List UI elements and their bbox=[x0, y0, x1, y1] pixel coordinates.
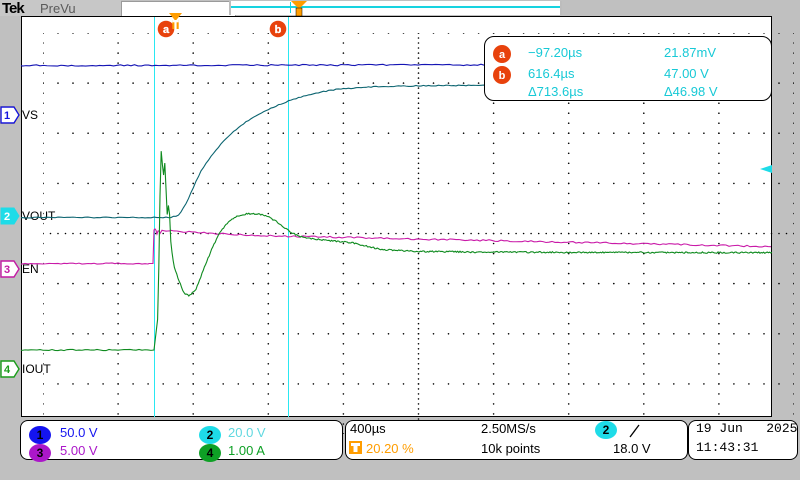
svg-text:1: 1 bbox=[37, 428, 44, 442]
svg-text:3: 3 bbox=[37, 446, 44, 460]
svg-text:2: 2 bbox=[4, 211, 10, 223]
svg-text:4: 4 bbox=[4, 364, 11, 376]
svg-text:2: 2 bbox=[207, 428, 214, 442]
svg-text:b: b bbox=[499, 70, 506, 82]
svg-text:b: b bbox=[275, 24, 282, 36]
svg-text:2: 2 bbox=[603, 423, 610, 437]
svg-text:3: 3 bbox=[4, 264, 10, 276]
svg-text:a: a bbox=[499, 49, 506, 61]
svg-text:4: 4 bbox=[207, 446, 214, 460]
svg-text:1: 1 bbox=[4, 110, 10, 122]
